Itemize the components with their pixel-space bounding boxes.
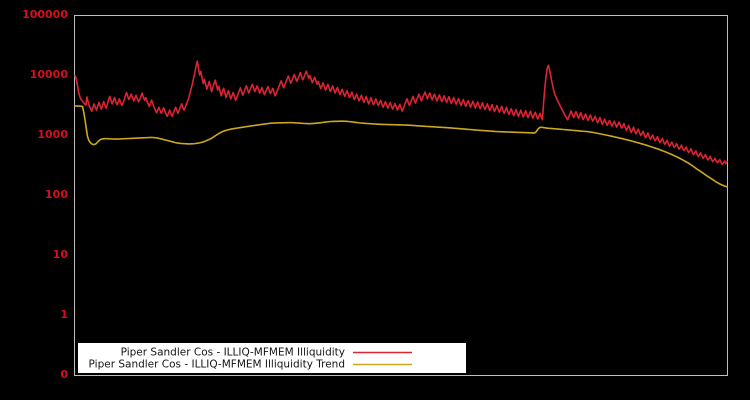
y-tick-label-100: 100	[45, 188, 68, 201]
series-line-piper-sandler-cos-illiq-mfmem-illiquidity	[74, 60, 728, 166]
chart-legend[interactable]: Piper Sandler Cos - ILLIQ-MFMEM Illiquid…	[78, 343, 466, 373]
legend-background	[78, 343, 466, 373]
series-line-piper-sandler-cos-illiq-mfmem-illiquidity-trend	[74, 105, 728, 188]
y-tick-label-1: 1	[60, 308, 68, 321]
y-tick-label-1000: 1000	[37, 128, 68, 141]
plot-area-border	[74, 15, 728, 376]
y-tick-label-0: 0	[60, 368, 68, 381]
y-tick-label-10000: 10000	[30, 68, 69, 81]
y-tick-label-10: 10	[53, 248, 69, 261]
legend-label-illiquidity: Piper Sandler Cos - ILLIQ-MFMEM Illiquid…	[121, 347, 345, 359]
data-series-group	[74, 60, 728, 188]
y-tick-label-100000: 100000	[22, 8, 68, 21]
legend-label-illiquidity-trend: Piper Sandler Cos - ILLIQ-MFMEM Illiquid…	[89, 359, 345, 371]
